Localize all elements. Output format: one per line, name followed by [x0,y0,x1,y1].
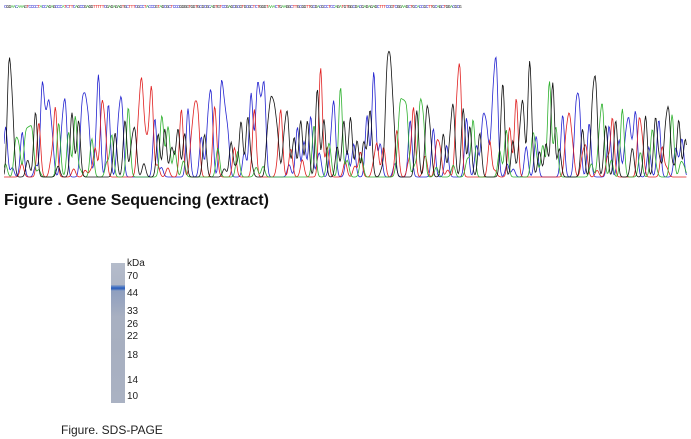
kda-unit-label: kDa [127,258,145,269]
sequencing-chromatogram [4,50,687,178]
marker-label-22: 22 [127,331,139,342]
marker-label-33: 33 [127,306,139,317]
sequence-text-line: CGGAACAAAGTCCCCTACCAGAGCCCATCTTCAGCCGAGG… [4,5,462,10]
band-smear [111,291,125,317]
trace-g [4,50,687,178]
marker-label-26: 26 [127,319,139,330]
marker-label-18: 18 [127,350,139,361]
protein-band [111,285,125,291]
gel-lane [111,263,125,403]
marker-label-70: 70 [127,271,139,282]
trace-c [4,56,687,178]
marker-label-10: 10 [127,391,139,402]
sequencing-figure-caption: Figure . Gene Sequencing (extract) [4,192,269,209]
marker-label-14: 14 [127,375,139,386]
marker-label-44: 44 [127,288,139,299]
sds-page-figure-caption: Figure. SDS-PAGE [61,423,163,437]
